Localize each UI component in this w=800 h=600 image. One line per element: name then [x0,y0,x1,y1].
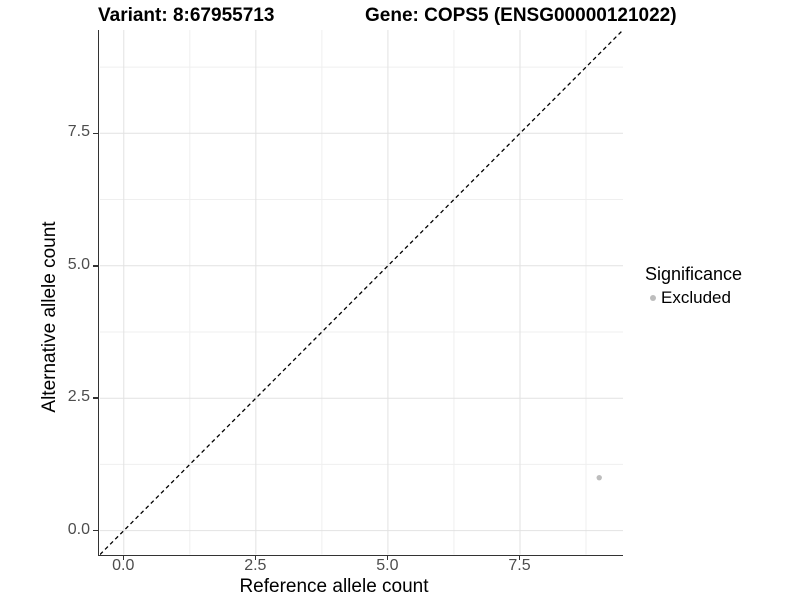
data-point [596,474,602,481]
y-tick-label: 7.5 [67,123,90,141]
legend-item-label: Excluded [661,288,731,307]
plot-title-variant: Variant: 8:67955713 [98,5,275,26]
legend-title: Significance [645,264,743,284]
x-tick-mark [386,554,389,560]
x-tick-label: 0.0 [112,557,135,574]
x-tick-label: 5.0 [376,557,399,574]
y-tick-mark [92,265,98,267]
legend-key-dot [650,295,656,301]
x-tick-mark [518,554,521,560]
y-axis-line [97,30,99,556]
legend: Significance Excluded [645,264,742,308]
plot-title-gene: Gene: COPS5 (ENSG00000121022) [365,5,677,26]
x-tick-mark [122,554,125,560]
y-tick-label: 0.0 [67,520,90,538]
legend-item-excluded: Excluded [645,288,742,308]
y-tick-label: 5.0 [67,255,90,273]
x-tick-label: 7.5 [508,557,531,574]
y-tick-mark [92,132,98,135]
y-tick-label: 2.5 [67,388,90,406]
x-tick-label: 2.5 [244,557,267,574]
x-axis-line [97,554,623,556]
plot-panel [99,30,623,555]
y-axis-title: Alternative allele count [39,221,60,413]
x-tick-mark [254,554,257,560]
y-tick-mark [92,397,98,399]
identity-dashed-line [99,30,623,555]
x-axis-title: Reference allele count [239,576,429,597]
y-tick-mark [92,529,98,532]
